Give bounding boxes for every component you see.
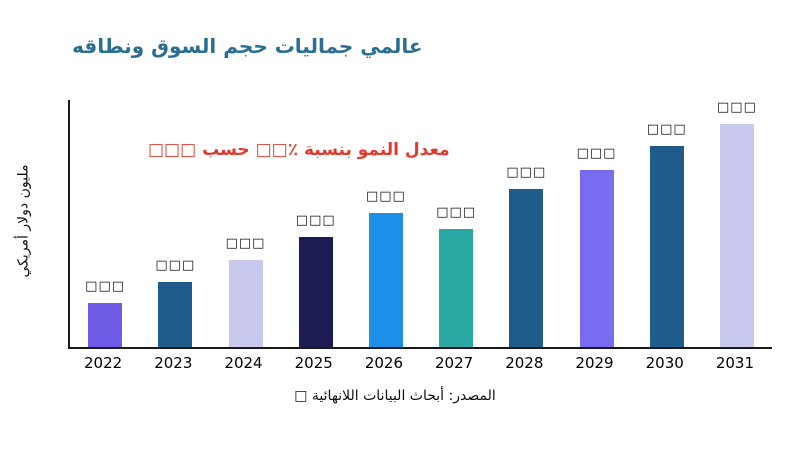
bar-value-label: □□□ [506,164,547,180]
x-axis-tick-label: 2023 [154,354,193,372]
x-axis-tick-label: 2028 [505,354,544,372]
growth-rate-annotation: معدل النمو بنسبة ٪□□ حسب □□□ [148,140,450,160]
bar-value-label: □□□ [155,257,196,273]
x-axis-tick-label: 2024 [224,354,263,372]
x-axis-tick-label: 2025 [294,354,333,372]
x-axis-tick-label: 2027 [435,354,474,372]
bar [228,260,263,347]
bar [88,302,123,347]
bar-column: □□□ [561,100,631,347]
bar-value-label: □□□ [436,205,477,221]
x-axis-tick-label: 2026 [364,354,403,372]
plot-area: □□□ □□□ □□□ □□□ □□□ □□□ □□□ □□□ □□□ □□□ [68,100,772,349]
bar [649,146,684,347]
bar-column: □□□ [491,100,561,347]
bar [368,212,403,347]
y-axis-label-container: مليون دولار أمريكي [6,95,40,347]
source-note: المصدر: أبحاث البيانات اللانهائية □ [294,388,496,404]
y-axis-label: مليون دولار أمريكي [15,164,31,278]
bar-column: □□□ [632,100,702,347]
bar [298,237,333,347]
chart-title: عالمي جماليات حجم السوق ونطاقه [72,34,423,58]
bar-column: □□□ [210,100,280,347]
bar-value-label: □□□ [295,213,336,229]
x-axis-tick-label: 2030 [645,354,684,372]
bar-column: □□□ [281,100,351,347]
bar [158,281,193,347]
bar-column: □□□ [421,100,491,347]
bar-column: □□□ [140,100,210,347]
bar-value-label: □□□ [225,236,266,252]
x-axis-tick-label: 2029 [575,354,614,372]
bar-column: □□□ [351,100,421,347]
bar [509,188,544,347]
bar-column: □□□ [702,100,772,347]
bar-value-label: □□□ [365,188,406,204]
bar-value-label: □□□ [717,100,757,115]
bar [439,229,474,347]
bar-value-label: □□□ [576,146,617,162]
bar [579,170,614,347]
bar-value-label: □□□ [85,278,126,294]
x-axis-tick-label: 2031 [715,354,755,372]
x-axis-ticks: 2022 2023 2024 2025 2026 2027 2028 2029 2030 2031 [68,354,770,372]
x-axis-tick-label: 2022 [84,354,123,372]
bar [719,124,754,347]
bar-value-label: □□□ [646,122,687,138]
bar-column: □□□ [70,100,140,347]
